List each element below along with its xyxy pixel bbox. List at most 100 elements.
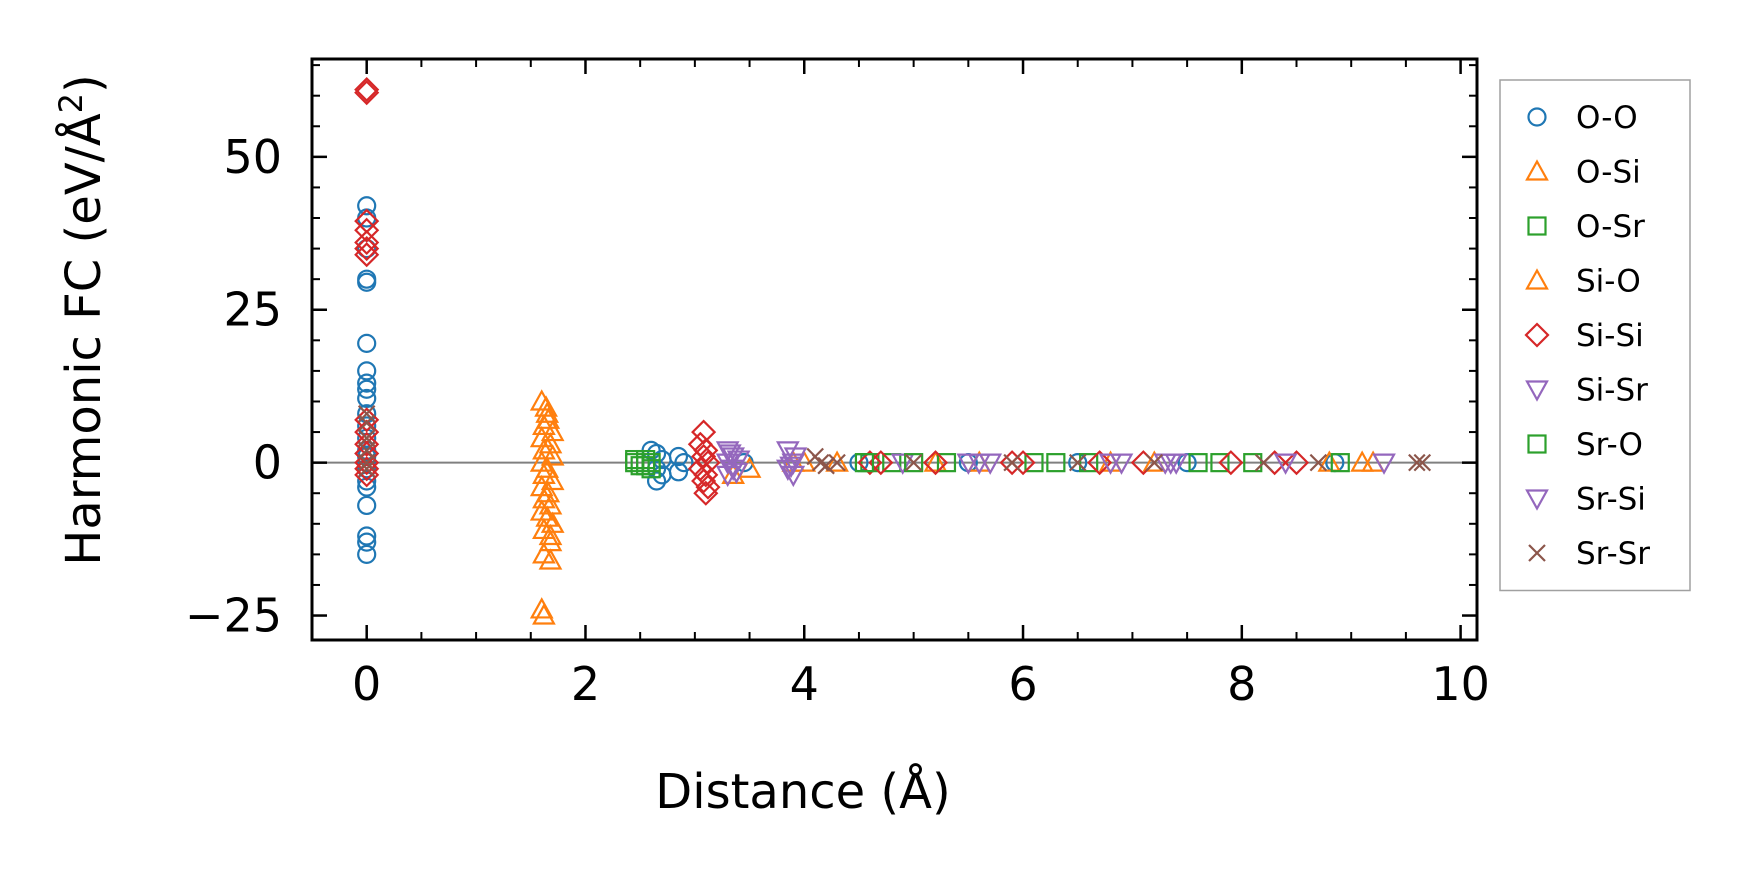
data-point [904, 453, 923, 472]
data-point [354, 229, 380, 256]
y-tick-label: 0 [253, 436, 282, 490]
data-point [357, 196, 377, 216]
data-point [1372, 453, 1396, 475]
x-tick-label: 10 [1431, 657, 1490, 711]
data-point [1068, 453, 1087, 472]
data-point [354, 242, 380, 268]
series-sr-o [625, 449, 1350, 476]
data-point [857, 450, 883, 476]
data-point [828, 453, 846, 472]
legend-marker [1527, 216, 1547, 236]
legend-marker [1527, 434, 1547, 454]
data-point [357, 453, 376, 472]
x-tick-label: 0 [352, 657, 381, 711]
data-point [726, 450, 751, 472]
data-point [1317, 450, 1342, 472]
data-point [1046, 453, 1066, 473]
data-point [1210, 453, 1230, 473]
data-point [695, 474, 721, 500]
legend-marker [1525, 380, 1549, 402]
data-point [357, 379, 377, 399]
data-point [1087, 450, 1113, 476]
legend-marker [1524, 322, 1550, 348]
data-point [693, 480, 719, 506]
data-point [357, 272, 377, 292]
data-point [1003, 453, 1021, 472]
legend-label: Sr-Sr [1576, 536, 1650, 572]
legend-label: Sr-Si [1576, 482, 1646, 518]
data-point [668, 462, 689, 482]
data-point [1218, 450, 1244, 476]
data-point [354, 77, 380, 103]
data-point [717, 444, 742, 466]
data-point [1068, 453, 1088, 473]
data-point [691, 468, 717, 494]
data-point [536, 407, 561, 429]
data-point [357, 459, 376, 478]
y-tick-label: −25 [185, 589, 282, 643]
data-point [538, 548, 563, 570]
data-point [936, 453, 957, 473]
data-point [1408, 453, 1426, 472]
legend-box [1499, 79, 1691, 592]
legend-label: Si-Si [1576, 318, 1644, 354]
data-point [357, 526, 377, 546]
plot-layer [312, 77, 1477, 625]
data-point [775, 459, 800, 482]
data-point [357, 361, 377, 381]
data-point [999, 450, 1025, 476]
legend-label: Sr-O [1576, 427, 1643, 463]
data-point [724, 462, 749, 485]
legend-item: Sr-Si [1525, 482, 1646, 518]
data-point [775, 441, 800, 463]
data-point [811, 453, 830, 472]
series-sr-si [717, 444, 1183, 485]
data-point [781, 465, 806, 488]
data-point [357, 459, 377, 479]
data-point [922, 450, 949, 476]
data-point [1413, 453, 1432, 472]
plot-frame [310, 57, 1479, 642]
y-tick-label: 50 [223, 130, 282, 184]
data-point [693, 462, 719, 488]
legend-label: O-Si [1576, 155, 1641, 191]
data-point [904, 453, 924, 473]
x-tick-label: 6 [1008, 657, 1037, 711]
x-tick-label: 8 [1227, 657, 1256, 711]
data-point [357, 373, 377, 393]
legend-label: Si-Sr [1576, 373, 1648, 409]
data-point [540, 444, 565, 466]
legend-item: Si-O [1525, 264, 1641, 300]
data-point [357, 495, 377, 516]
data-point [721, 447, 746, 469]
data-point [1109, 453, 1134, 475]
data-point [1079, 453, 1099, 473]
data-point [646, 471, 667, 491]
data-point [357, 388, 377, 409]
data-point [641, 453, 661, 473]
data-point [357, 441, 376, 460]
data-point [354, 236, 380, 262]
data-point [1243, 453, 1263, 473]
data-point [354, 431, 380, 457]
data-point [817, 456, 835, 475]
data-point [357, 544, 377, 564]
data-point [956, 453, 981, 475]
legend-item: O-Sr [1527, 209, 1645, 245]
data-point [854, 453, 875, 473]
legend-item: Sr-O [1527, 427, 1643, 463]
y-axis-label-close: ) [56, 74, 112, 93]
legend-item: Si-Sr [1525, 373, 1648, 409]
legend-label: O-Sr [1576, 209, 1645, 245]
legend-item: O-O [1527, 100, 1638, 136]
data-point [1145, 453, 1164, 472]
data-point [1254, 453, 1273, 472]
legend: O-O O-Si O-Sr Si-O Si-Si Si-Sr Sr-O Sr-Si Sr-Sr [1499, 79, 1691, 592]
data-point [1309, 453, 1328, 472]
data-point [923, 450, 948, 472]
y-axis-label: Harmonic FC (eV/Å2) [52, 74, 112, 566]
x-axis-label: Distance (Å) [655, 763, 950, 820]
